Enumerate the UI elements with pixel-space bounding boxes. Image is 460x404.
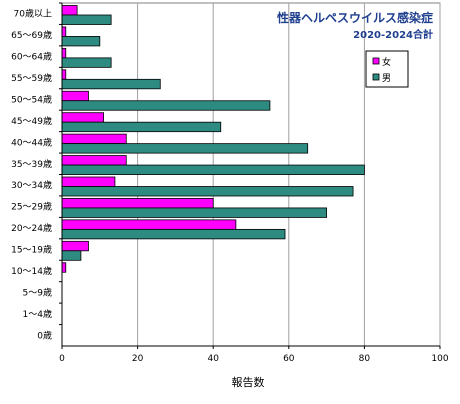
bar-female [61, 5, 78, 16]
bar-male [61, 186, 354, 197]
y-category-label: 20～24歳 [11, 222, 52, 234]
bar-male [61, 143, 309, 154]
y-category-label: 55～59歳 [11, 72, 52, 84]
y-category-label: 45～49歳 [11, 115, 52, 127]
bar-male [61, 100, 271, 111]
bar-male [61, 250, 82, 261]
bar-male [61, 207, 328, 218]
legend: 女 男 [365, 50, 409, 88]
bar-female [61, 155, 127, 166]
bar-female [61, 198, 214, 209]
bar-female [61, 47, 67, 59]
bars [61, 5, 365, 273]
y-category-label: 10～14歳 [11, 265, 52, 277]
x-tick-label: 0 [59, 354, 65, 364]
y-category-label: 70歳以上 [14, 8, 52, 20]
bar-female [61, 262, 67, 273]
legend-swatch-female [372, 57, 380, 65]
bar-female [61, 112, 104, 123]
x-axis-title: 報告数 [232, 376, 265, 389]
bar-male [61, 228, 286, 240]
bar-female [61, 26, 67, 37]
bar-male [61, 78, 161, 90]
bar-male [61, 14, 112, 25]
y-category-label: 50～54歳 [11, 93, 52, 105]
y-category-label: 40～44歳 [11, 136, 52, 148]
x-tick-label: 20 [132, 354, 144, 364]
legend-swatch-male [372, 73, 380, 81]
legend-box [365, 50, 409, 88]
y-category-label: 15～19歳 [11, 244, 52, 256]
bar-male [61, 164, 365, 175]
bar-female [61, 133, 127, 145]
bar-female [61, 90, 89, 102]
bar-male [61, 36, 101, 47]
bar-female [61, 240, 89, 252]
y-category-label: 5～9歳 [23, 286, 52, 298]
chart-subtitle: 2020-2024合計 [353, 28, 433, 41]
axis-labels: 0 20 40 60 80 100 70歳以上 65～69歳 60～64歳 55～59歳 50～54… [11, 8, 449, 364]
bar-female [61, 176, 116, 187]
x-tick-label: 40 [207, 354, 219, 364]
axes [59, 2, 441, 349]
x-tick-label: 100 [431, 354, 448, 364]
y-category-label: 60～64歳 [11, 51, 52, 63]
legend-label-female: 女 [382, 56, 391, 68]
bar-male [61, 121, 222, 133]
bar-female [61, 219, 237, 230]
bar-male [61, 57, 112, 68]
y-category-label: 0歳 [37, 329, 52, 341]
y-category-label: 35～39歳 [11, 158, 52, 170]
x-tick-label: 60 [283, 354, 295, 364]
bar-female [61, 69, 67, 80]
chart-title: 性器ヘルペスウイルス感染症 [276, 10, 433, 25]
legend-label-male: 男 [382, 73, 391, 84]
y-category-label: 25～29歳 [11, 201, 52, 213]
x-tick-label: 80 [359, 354, 371, 364]
y-category-label: 30～34歳 [11, 179, 52, 191]
y-category-label: 1～4歳 [23, 308, 52, 320]
y-category-label: 65～69歳 [11, 29, 52, 41]
